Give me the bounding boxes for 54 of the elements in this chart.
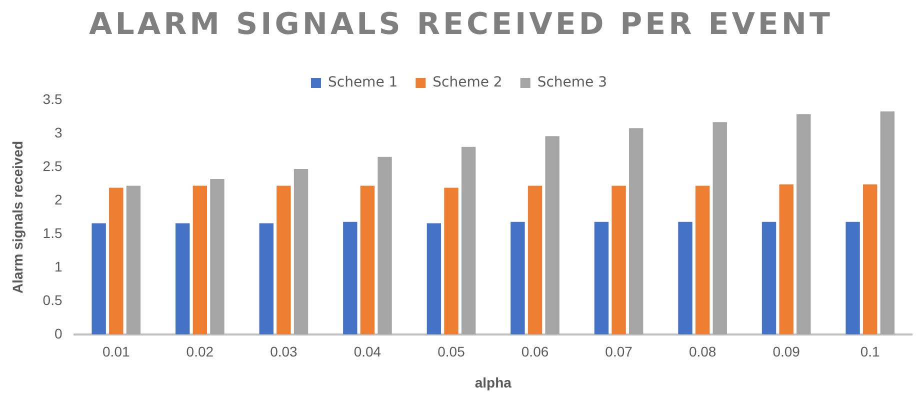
bar <box>444 188 458 334</box>
bar <box>779 184 794 334</box>
bar <box>176 223 190 334</box>
y-tick-label: 2 <box>54 191 62 208</box>
bar <box>378 156 392 334</box>
y-tick-label: 0 <box>54 325 62 342</box>
bar <box>629 128 644 334</box>
bar <box>126 186 141 334</box>
y-tick-label: 3 <box>54 124 62 140</box>
bar <box>712 122 727 334</box>
bar <box>594 222 609 334</box>
y-tick-label: 1.5 <box>42 224 62 241</box>
bar <box>426 223 442 334</box>
x-tick-label: 0.09 <box>772 344 800 360</box>
legend-label: Scheme 3 <box>537 74 608 91</box>
bar <box>796 114 811 334</box>
x-tick-label: 0.06 <box>521 344 549 360</box>
bar <box>880 111 895 334</box>
x-tick-label: 0.01 <box>102 344 130 360</box>
bar <box>461 146 476 334</box>
bar <box>678 222 692 334</box>
y-tick-label: 2.5 <box>42 158 62 174</box>
bar <box>360 186 375 334</box>
x-tick-label: 0.05 <box>438 344 466 360</box>
chart-title: ALARM SIGNALS RECEIVED PER EVENT <box>88 6 834 44</box>
x-tick-label: 0.1 <box>860 344 880 360</box>
bar <box>210 179 224 334</box>
legend-label: Scheme 1 <box>328 74 398 91</box>
bar <box>92 223 106 334</box>
bar <box>294 168 308 334</box>
bar <box>695 186 710 334</box>
bar <box>510 222 525 334</box>
bar <box>612 186 626 334</box>
x-tick-label: 0.03 <box>270 344 298 360</box>
bar <box>109 188 124 334</box>
bar <box>762 222 776 334</box>
x-tick-label: 0.08 <box>688 344 716 360</box>
y-tick-label: 1 <box>54 258 62 274</box>
bar <box>192 186 208 334</box>
y-tick-label: 3.5 <box>42 90 62 107</box>
bar <box>343 222 358 334</box>
bar <box>528 186 542 334</box>
bar <box>846 222 860 334</box>
bar <box>276 186 291 334</box>
x-tick-label: 0.07 <box>605 344 633 360</box>
bar <box>545 136 560 334</box>
x-axis-title: alpha <box>474 374 512 390</box>
bar <box>259 223 274 334</box>
y-tick-label: 0.5 <box>42 292 62 308</box>
legend-label: Scheme 2 <box>432 74 502 91</box>
x-tick-label: 0.02 <box>186 344 214 360</box>
y-axis-title: Alarm signals received <box>9 140 26 294</box>
x-tick-label: 0.04 <box>354 344 382 360</box>
bar <box>863 184 878 334</box>
